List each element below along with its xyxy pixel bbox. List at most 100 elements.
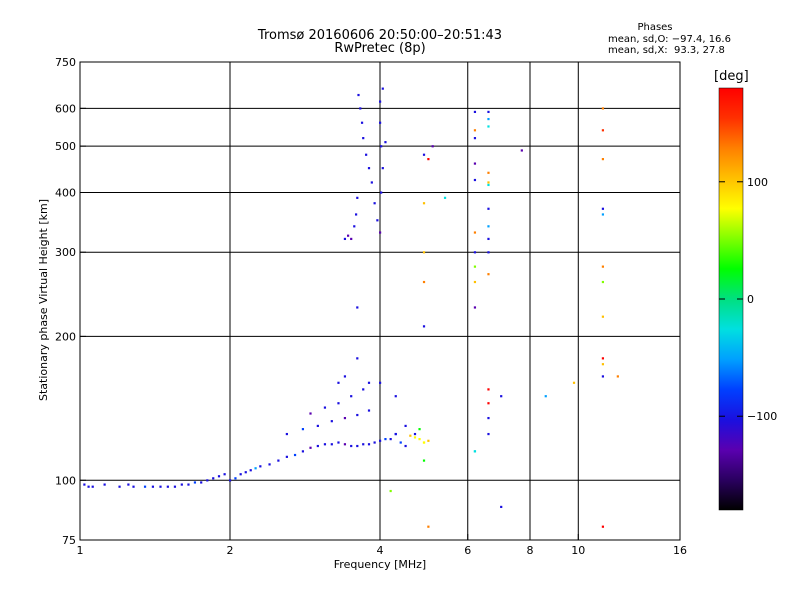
data-point — [285, 432, 288, 436]
data-point — [244, 471, 247, 474]
data-point — [487, 117, 490, 121]
data-point — [309, 446, 312, 449]
data-point — [487, 183, 490, 187]
data-point — [487, 125, 490, 128]
data-point — [285, 455, 288, 458]
data-point — [323, 443, 327, 446]
chart-subtitle: RwPretec (8p) — [334, 41, 426, 56]
data-point — [83, 483, 86, 486]
data-point — [500, 505, 503, 509]
data-point — [413, 436, 417, 439]
data-point — [356, 306, 359, 309]
data-point — [422, 251, 426, 254]
data-point — [379, 231, 382, 234]
data-point — [601, 363, 605, 366]
data-point — [473, 110, 477, 114]
data-point — [223, 473, 226, 476]
data-point — [601, 357, 605, 360]
grid-lines — [80, 62, 680, 540]
data-point — [316, 424, 319, 428]
data-point — [354, 213, 358, 216]
phases-title: Phases — [637, 22, 673, 33]
data-point — [239, 473, 242, 476]
data-point — [180, 483, 183, 486]
y-axis-label: Stationary phase Virtual Height [km] — [37, 199, 50, 401]
data-point — [346, 234, 350, 237]
data-point — [379, 381, 382, 384]
data-point — [389, 437, 392, 441]
data-point — [370, 181, 373, 184]
data-point — [356, 444, 359, 448]
data-point — [487, 181, 490, 184]
x-tick-label: 10 — [571, 544, 585, 557]
data-point — [323, 406, 327, 409]
scatter-points — [83, 87, 619, 528]
data-point — [487, 237, 490, 241]
colorbar-title: [deg] — [714, 69, 749, 84]
data-point — [193, 481, 197, 484]
data-point — [427, 525, 430, 528]
data-point — [487, 207, 490, 210]
data-point — [601, 207, 605, 210]
data-point — [206, 479, 209, 482]
data-point — [367, 443, 371, 446]
data-point — [365, 153, 368, 156]
data-point — [343, 416, 347, 420]
data-point — [422, 459, 426, 462]
data-point — [473, 129, 477, 132]
data-point — [343, 237, 347, 241]
data-point — [487, 110, 490, 114]
data-point — [381, 167, 384, 170]
data-point — [473, 231, 477, 234]
data-point — [601, 315, 605, 318]
data-point — [601, 525, 605, 528]
x-tick-label: 2 — [227, 544, 234, 557]
colorbar-tick-label: 0 — [747, 293, 754, 306]
data-point — [151, 485, 155, 488]
data-point — [356, 196, 359, 199]
data-point — [431, 145, 434, 148]
data-point — [379, 121, 382, 124]
data-point — [359, 107, 362, 110]
data-point — [350, 395, 353, 398]
data-point — [277, 459, 280, 462]
data-point — [473, 251, 477, 254]
data-point — [601, 129, 605, 132]
data-point — [143, 485, 147, 488]
data-point — [159, 485, 162, 488]
y-tick-label: 750 — [55, 56, 76, 69]
chart-title: Tromsø 20160606 20:50:00–20:51:43 — [257, 28, 503, 43]
data-point — [380, 145, 383, 148]
phases-o-stats: mean, sd,O: −97.4, 16.6 — [608, 34, 731, 45]
data-point — [330, 420, 333, 423]
data-point — [601, 280, 605, 284]
data-point — [473, 306, 477, 309]
data-point — [601, 107, 605, 110]
data-point — [427, 158, 430, 161]
data-point — [380, 191, 383, 194]
data-point — [487, 388, 490, 391]
data-point — [234, 477, 237, 480]
data-point — [330, 443, 333, 446]
data-point — [422, 280, 426, 284]
y-tick-label: 400 — [55, 186, 76, 199]
data-point — [487, 171, 490, 174]
data-point — [254, 467, 257, 470]
data-point — [394, 432, 397, 436]
data-point — [103, 483, 106, 486]
data-point — [367, 167, 371, 170]
data-point — [601, 265, 605, 268]
data-point — [389, 489, 392, 493]
data-point — [362, 137, 365, 140]
x-axis-label: Frequency [MHz] — [334, 558, 426, 571]
data-point — [379, 439, 382, 442]
data-point — [217, 475, 221, 478]
data-point — [418, 428, 421, 431]
data-point — [487, 273, 490, 276]
data-point — [427, 439, 430, 442]
y-tick-label: 500 — [55, 140, 76, 153]
y-axis: 75 100 200 300 400 500 600 750 — [55, 56, 86, 547]
data-point — [301, 428, 305, 431]
data-point — [301, 450, 305, 453]
